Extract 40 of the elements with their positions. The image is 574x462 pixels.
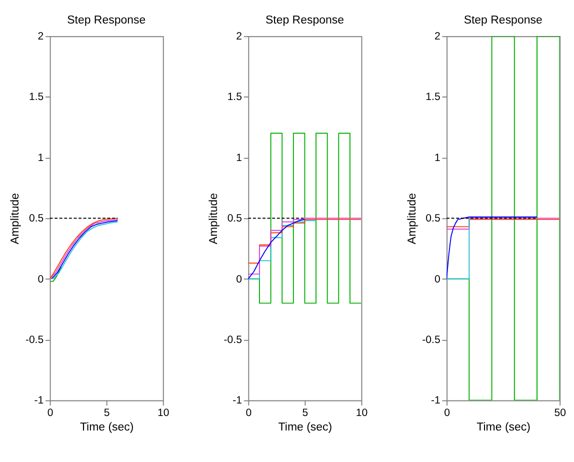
y-tick-label: -1 (34, 394, 44, 407)
chart-title: Step Response (464, 14, 542, 27)
x-tick-label: 10 (356, 407, 368, 420)
y-tick-label: 2 (434, 30, 440, 42)
chart-title: Step Response (265, 14, 344, 27)
x-tick-label: 50 (554, 407, 566, 420)
x-tick-label: 5 (104, 407, 110, 420)
y-axis-title: Amplitude (10, 193, 22, 244)
y-tick-label: -1 (232, 394, 242, 407)
x-tick-label: 5 (302, 407, 308, 420)
y-tick-label: 1 (236, 152, 242, 164)
y-tick-label: 0 (434, 273, 440, 286)
y-tick-label: 1.5 (28, 91, 44, 104)
y-tick-label: 0.5 (426, 212, 440, 225)
y-tick-label: 0.5 (227, 212, 242, 225)
y-tick-label: 0 (236, 273, 242, 286)
x-tick-label: 0 (47, 407, 54, 420)
y-tick-label: 1 (434, 152, 440, 164)
line-series (446, 216, 538, 280)
x-tick-label: 10 (158, 407, 170, 420)
y-tick-label: 2 (38, 30, 44, 42)
y-tick-label: 1 (38, 152, 44, 164)
y-tick-label: -0.5 (25, 334, 44, 346)
y-axis-title: Amplitude (406, 193, 418, 244)
y-tick-label: 2 (236, 30, 242, 42)
y-tick-label: -0.5 (422, 334, 440, 346)
y-tick-label: 1.5 (227, 91, 242, 104)
x-axis-title: Time (sec) (476, 421, 531, 434)
y-tick-label: -0.5 (224, 334, 242, 346)
y-tick-label: 0.5 (28, 212, 44, 225)
x-axis-title: Time (sec) (80, 421, 134, 434)
x-tick-label: 0 (246, 407, 252, 420)
y-tick-label: 1.5 (426, 91, 440, 104)
chart-title: Step Response (67, 14, 146, 27)
x-axis-title: Time (sec) (278, 421, 332, 434)
y-tick-label: 0 (38, 273, 44, 286)
y-tick-label: -1 (430, 394, 440, 407)
line-series (248, 218, 306, 280)
x-tick-label: 0 (444, 407, 450, 420)
y-axis-title: Amplitude (208, 193, 220, 244)
